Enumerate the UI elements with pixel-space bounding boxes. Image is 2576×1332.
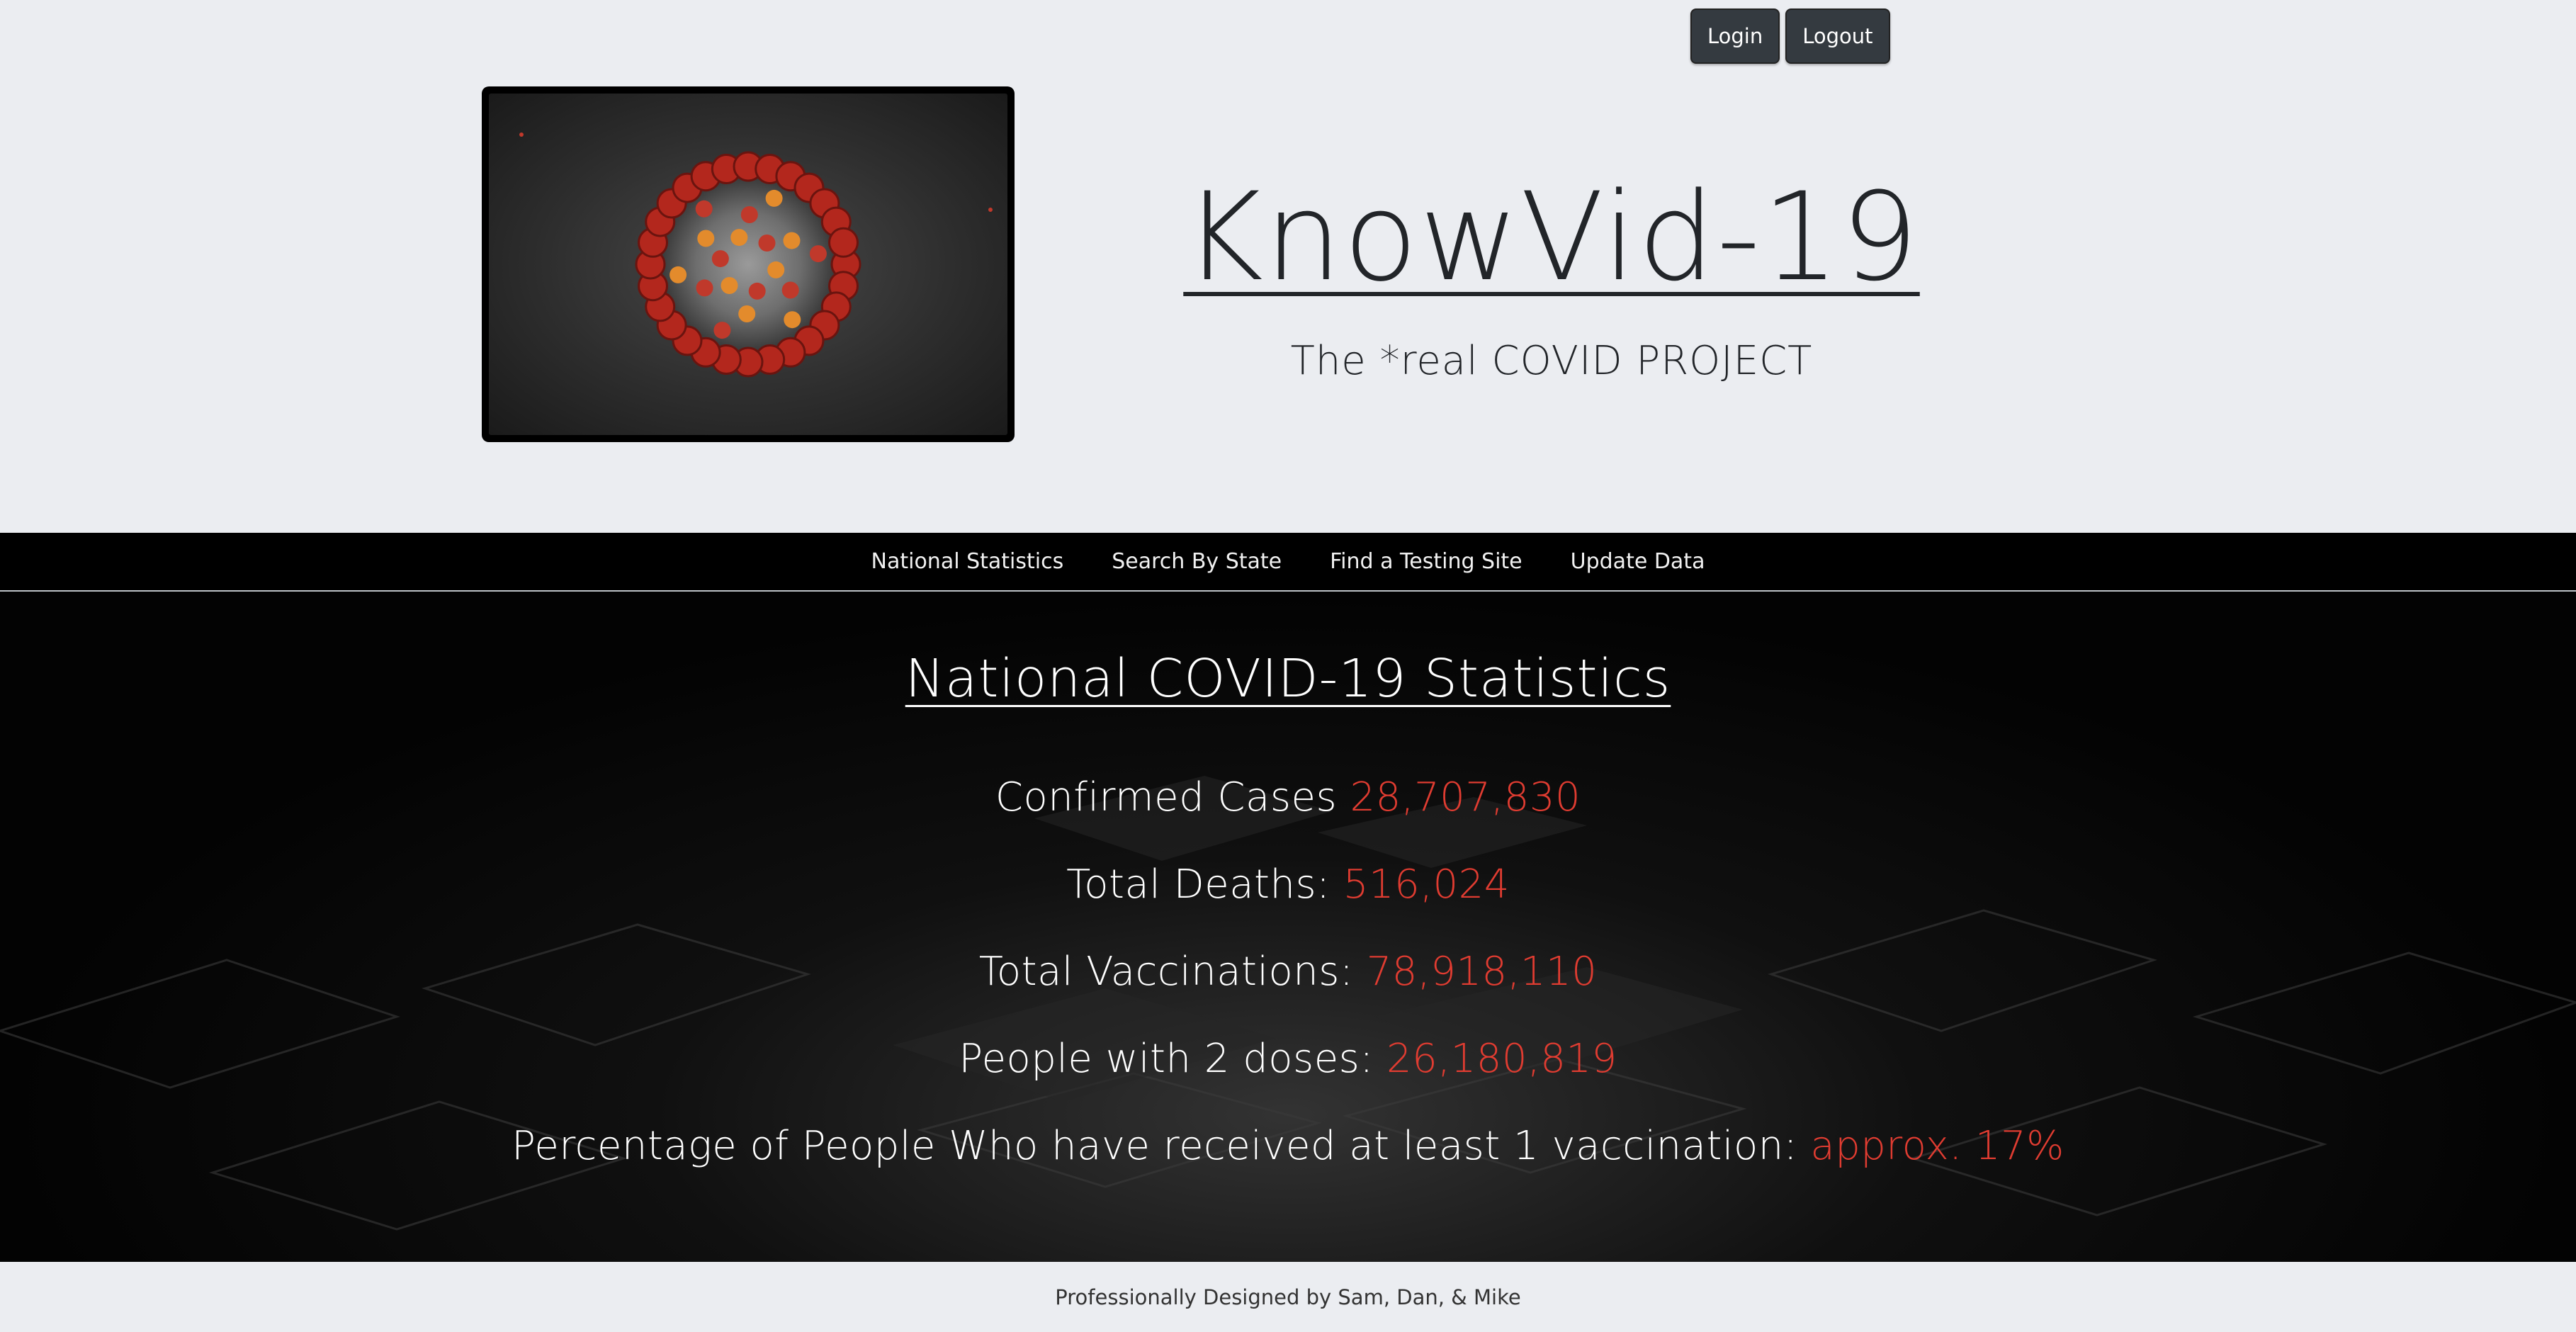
cube-background — [0, 776, 2576, 1231]
stat-label: Total Vaccinations: — [978, 949, 1354, 995]
site-header: Login Logout — [0, 0, 2576, 533]
virus-protein — [697, 230, 715, 247]
virus-protein — [784, 311, 801, 329]
virus-protein — [748, 282, 766, 300]
stat-label: Confirmed Cases — [995, 774, 1338, 820]
main-nav: National Statistics Search By State Find… — [0, 533, 2576, 592]
site-title[interactable]: KnowVid-19 — [1183, 166, 1920, 308]
stat-label: People with 2 doses: — [959, 1036, 1374, 1082]
stat-value: approx. 17% — [1810, 1123, 2064, 1169]
virus-protein — [711, 250, 729, 268]
stats-heading: National COVID-19 Statistics — [905, 648, 1671, 709]
virus-protein — [670, 266, 687, 283]
nav-find-testing-site[interactable]: Find a Testing Site — [1330, 549, 1523, 574]
stat-label: Percentage of People Who have received a… — [512, 1123, 1798, 1169]
virus-protein — [781, 281, 799, 299]
footer-credit: Professionally Designed by Sam, Dan, & M… — [1055, 1285, 1521, 1309]
coronavirus-illustration — [519, 132, 993, 378]
logout-button[interactable]: Logout — [1785, 9, 1890, 64]
nav-search-by-state[interactable]: Search By State — [1112, 549, 1282, 574]
virus-protein — [738, 305, 756, 322]
auth-buttons: Login Logout — [1690, 9, 1890, 64]
virus-protein — [783, 232, 801, 249]
virus-protein — [809, 245, 827, 263]
stat-value: 78,918,110 — [1366, 949, 1598, 995]
virus-protein — [695, 200, 713, 218]
virus-protein — [713, 322, 731, 339]
stat-value: 28,707,830 — [1350, 774, 1581, 820]
virus-protein — [721, 277, 738, 294]
stat-value: 26,180,819 — [1386, 1036, 1617, 1082]
nav-national-statistics[interactable]: National Statistics — [871, 549, 1064, 574]
nav-update-data[interactable]: Update Data — [1570, 549, 1705, 574]
stat-total-vaccinations: Total Vaccinations: 78,918,110 — [0, 949, 2576, 995]
virus-protein — [696, 279, 713, 297]
stat-two-doses: People with 2 doses: 26,180,819 — [0, 1036, 2576, 1082]
site-footer: Professionally Designed by Sam, Dan, & M… — [0, 1262, 2576, 1332]
national-stats-section: National COVID-19 Statistics Confirmed C… — [0, 592, 2576, 1262]
stat-label: Total Deaths: — [1066, 862, 1331, 908]
stats-content: National COVID-19 Statistics Confirmed C… — [0, 648, 2576, 1169]
stat-vaccination-percentage: Percentage of People Who have received a… — [0, 1123, 2576, 1169]
virus-protein — [740, 206, 758, 223]
virus-protein — [730, 229, 748, 247]
title-block: KnowVid-19 The *real COVID PROJECT — [1063, 170, 2040, 384]
virus-spike — [828, 227, 859, 258]
stat-confirmed-cases: Confirmed Cases 28,707,830 — [0, 774, 2576, 820]
site-subtitle: The *real COVID PROJECT — [1290, 338, 1813, 385]
coronavirus-image — [482, 86, 1015, 442]
login-button[interactable]: Login — [1690, 9, 1780, 64]
virus-protein — [765, 189, 783, 207]
stat-value: 516,024 — [1343, 862, 1510, 908]
stat-total-deaths: Total Deaths: 516,024 — [0, 862, 2576, 908]
virus-protein — [767, 261, 785, 278]
virus-protein — [758, 235, 776, 252]
